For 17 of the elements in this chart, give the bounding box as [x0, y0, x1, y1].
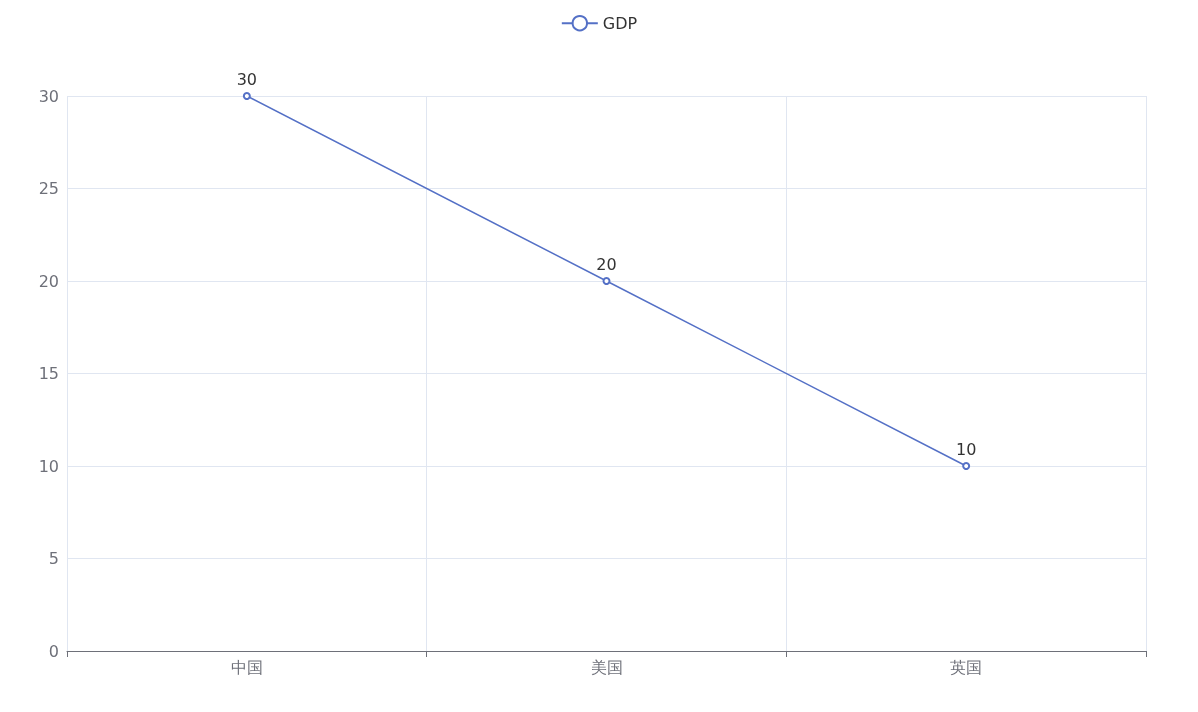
data-label: 20	[596, 254, 617, 274]
y-tick-label: 25	[38, 179, 59, 198]
y-tick-label: 10	[38, 456, 59, 476]
point	[962, 462, 971, 470]
legend-label: GDP	[602, 13, 638, 33]
x-tick-label: 英国	[950, 657, 983, 677]
x-tick-label: 中国	[230, 657, 263, 677]
point	[602, 277, 611, 285]
data-label: 10	[955, 439, 977, 459]
y-tick-label: 20	[38, 271, 59, 291]
y-tick-label: 15	[38, 364, 59, 383]
y-tick-label: 30	[38, 86, 59, 106]
data-label: 30	[236, 69, 258, 89]
point	[242, 92, 251, 100]
y-tick-label: 0	[48, 641, 59, 661]
y-tick-label: 5	[48, 549, 59, 568]
x-tick-label: 美国	[590, 657, 623, 677]
